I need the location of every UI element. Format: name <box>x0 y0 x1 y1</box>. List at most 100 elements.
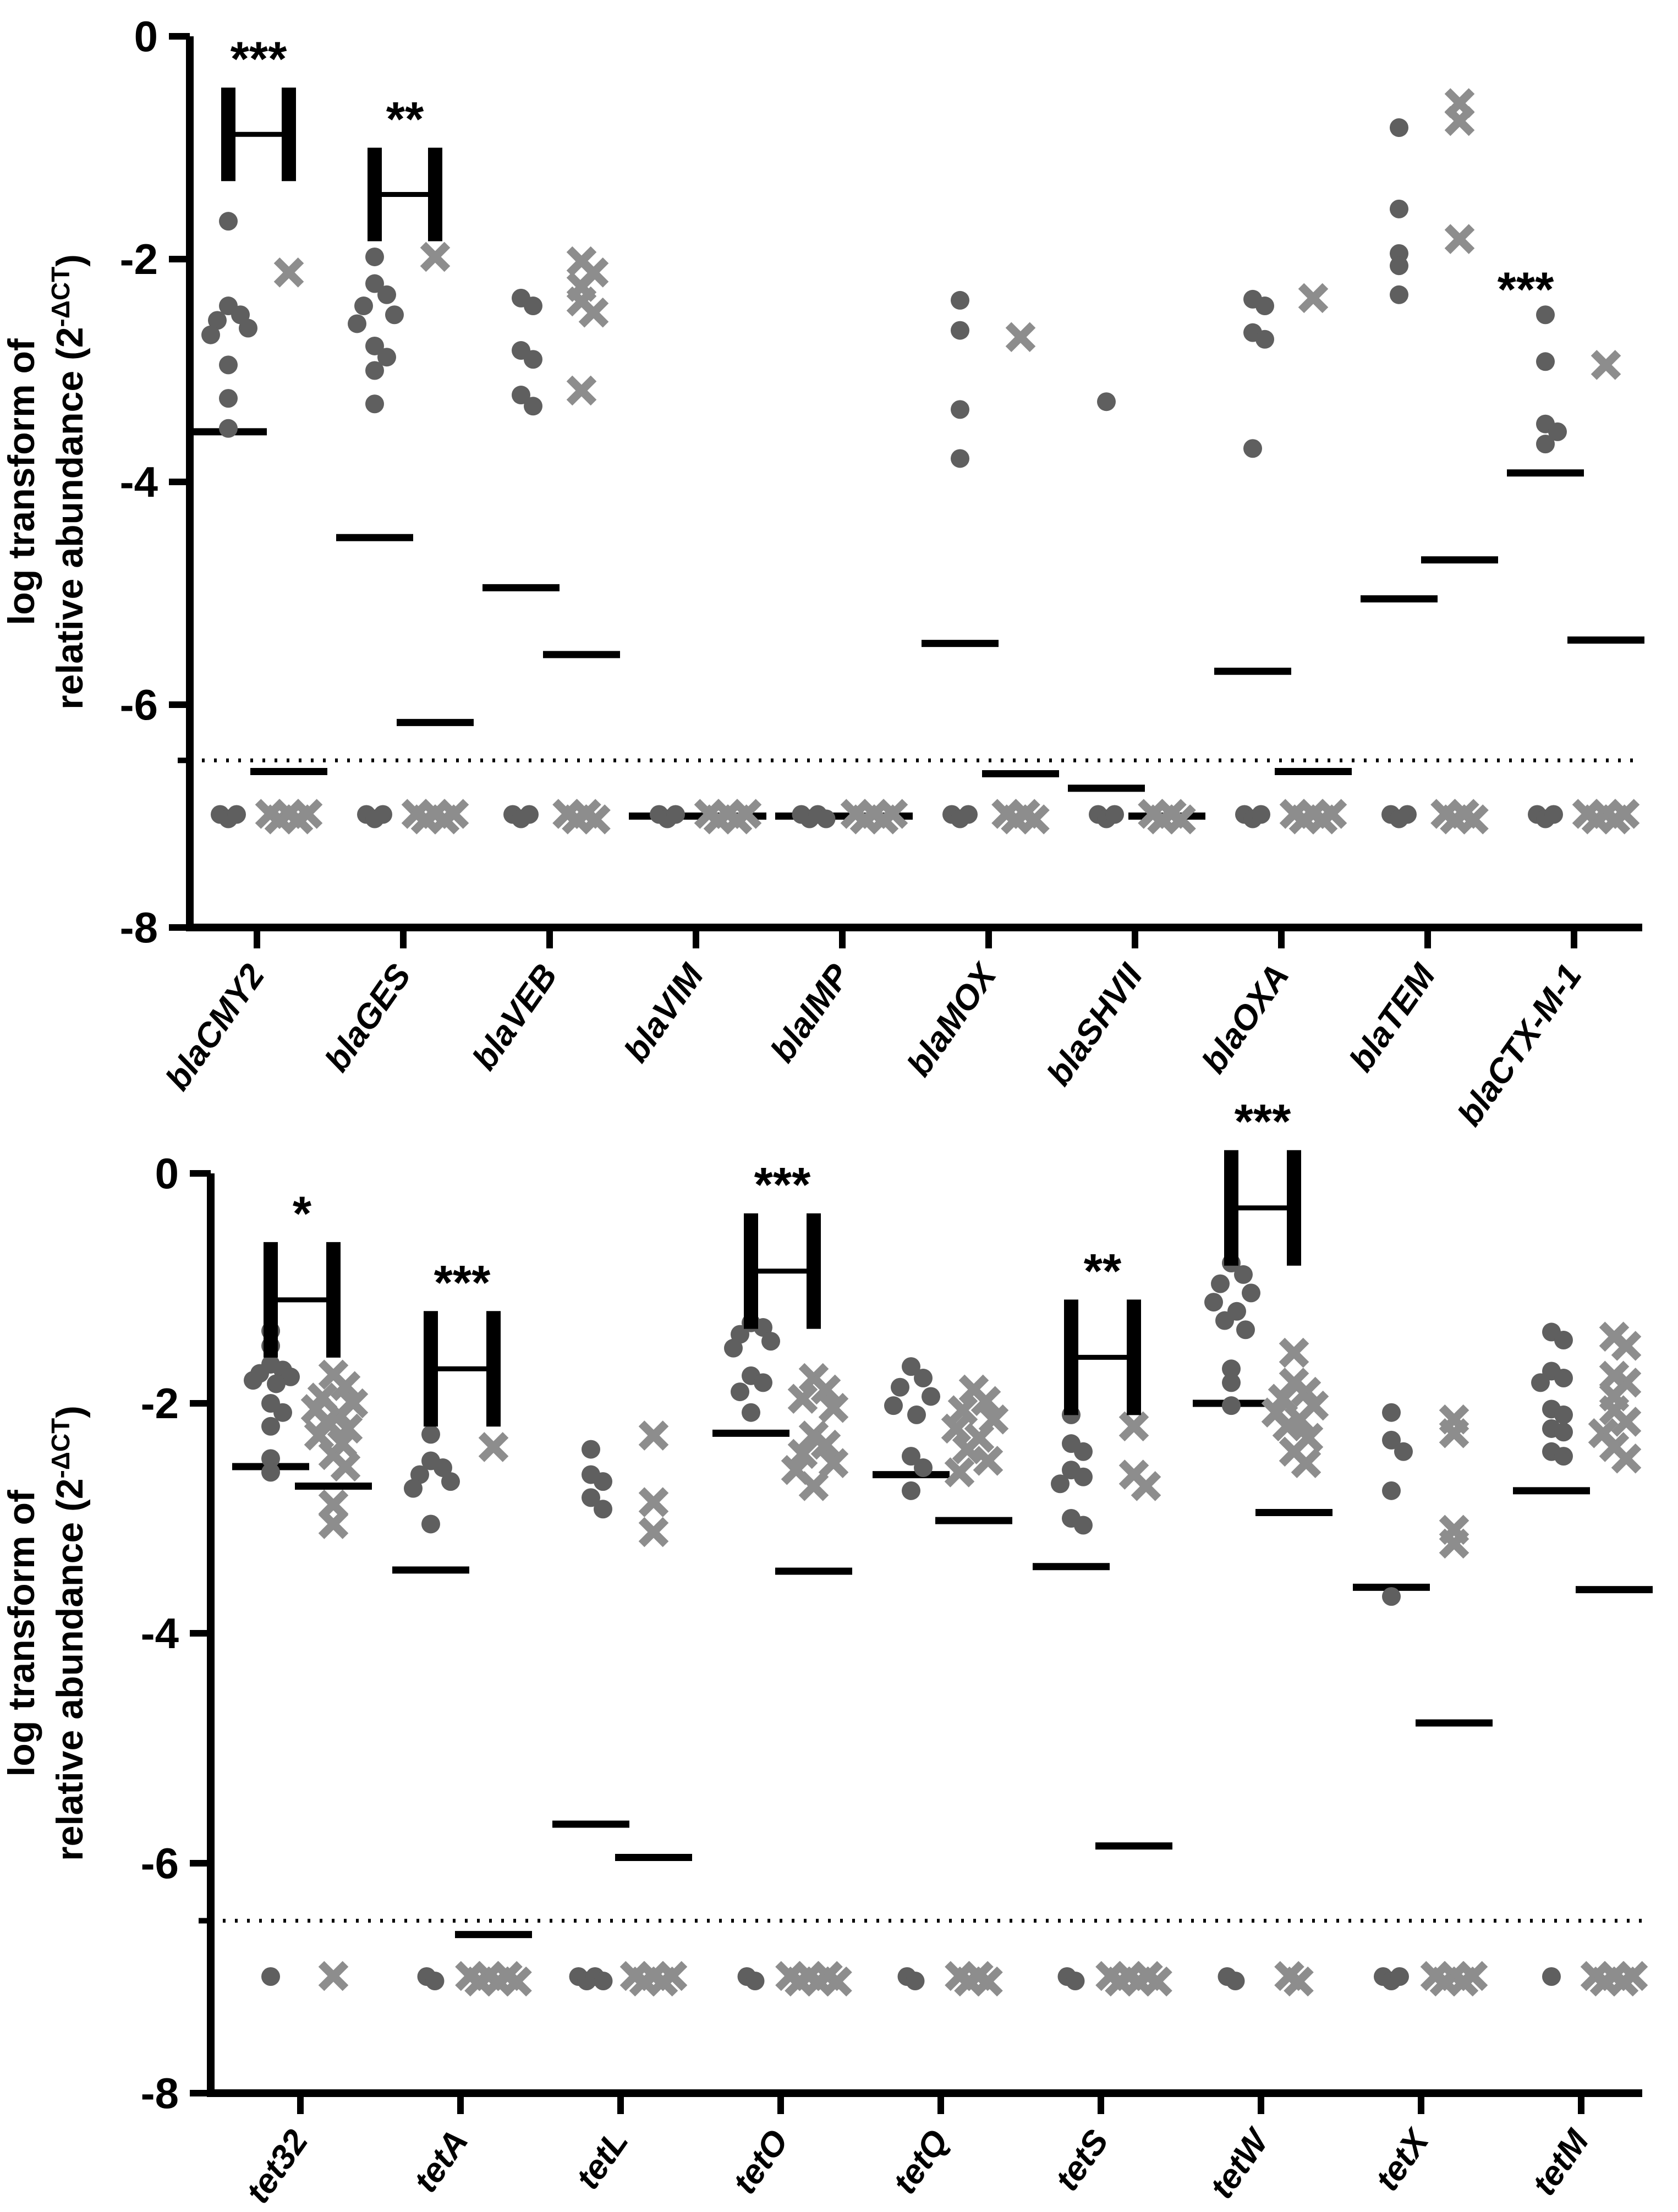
data-point-x <box>1611 1407 1642 1437</box>
data-point-x <box>1611 1443 1642 1474</box>
floor-point-x <box>1019 804 1050 835</box>
data-point-circle <box>1204 1293 1223 1312</box>
data-point-x <box>1611 1331 1642 1361</box>
data-point-circle <box>902 1357 920 1376</box>
data-point-x <box>970 1386 1001 1417</box>
floor-point-x <box>1317 799 1347 829</box>
x-category-label: blaGES <box>317 957 418 1078</box>
data-point-circle <box>1222 1396 1241 1415</box>
x-category-label: blaVEB <box>465 957 564 1077</box>
data-point-circle <box>267 1374 286 1393</box>
data-point-circle <box>951 321 969 340</box>
y-tick-label: -8 <box>120 903 158 952</box>
floor-point-circle <box>906 1972 925 1990</box>
significance-stars: *** <box>434 1255 491 1309</box>
data-point-circle <box>365 247 384 266</box>
significance-stars: ** <box>386 92 424 146</box>
data-point-circle <box>754 1373 772 1392</box>
x-category-label: blaTEM <box>1342 957 1444 1078</box>
x-category-label: blaOXA <box>1195 957 1297 1080</box>
data-point-x <box>638 1517 669 1547</box>
x-category-label: blaSHVII <box>1040 957 1151 1093</box>
data-point-circle <box>244 1371 262 1390</box>
floor-point-circle <box>594 1972 613 1990</box>
data-point-circle <box>914 1369 933 1388</box>
data-point-x <box>818 1448 849 1478</box>
floor-point-circle <box>666 805 685 824</box>
floor-point-x <box>1457 1961 1488 1991</box>
data-point-circle <box>1255 297 1274 316</box>
data-point-circle <box>594 1472 612 1491</box>
data-point-circle <box>524 397 542 416</box>
data-point-circle <box>281 1367 300 1386</box>
data-point-circle <box>348 314 366 333</box>
data-point-circle <box>421 1514 440 1534</box>
floor-point-circle <box>227 805 246 824</box>
y-tick-label: -2 <box>141 1379 179 1428</box>
data-point-circle <box>1074 1442 1093 1461</box>
data-point-circle <box>1536 435 1555 454</box>
y-tick-label: -2 <box>120 235 158 283</box>
data-point-x <box>330 1371 361 1401</box>
data-point-circle <box>219 355 238 375</box>
data-point-circle <box>1554 1331 1573 1350</box>
data-point-circle <box>1051 1474 1070 1494</box>
data-point-circle <box>365 336 384 355</box>
x-category-label: blaCMY2 <box>158 957 272 1097</box>
data-point-x <box>798 1471 829 1501</box>
data-point-circle <box>1548 422 1567 441</box>
y-tick-label: -6 <box>120 680 158 729</box>
data-point-circle <box>922 1387 940 1406</box>
significance-stars: *** <box>1235 1094 1291 1149</box>
floor-point-circle <box>816 809 836 828</box>
data-point-circle <box>524 350 542 369</box>
data-point-circle <box>219 389 238 408</box>
floor-point-x <box>878 799 908 829</box>
floor-point-x <box>1284 1966 1314 1997</box>
x-category-label: tetW <box>1203 2121 1277 2205</box>
data-point-circle <box>261 1463 280 1482</box>
x-category-label: tetS <box>1048 2123 1116 2198</box>
x-category-label: tet32 <box>239 2123 316 2210</box>
data-point-circle <box>1243 439 1262 458</box>
data-point-x <box>1118 1411 1149 1442</box>
data-point-circle <box>1222 1373 1241 1392</box>
floor-point-x <box>1617 1961 1648 1991</box>
floor-point-circle <box>959 805 978 824</box>
data-point-x <box>1272 1411 1303 1442</box>
data-point-x <box>420 241 451 272</box>
data-point-circle <box>902 1481 920 1500</box>
x-category-label: tetX <box>1368 2121 1438 2198</box>
floor-point-circle <box>1398 805 1417 824</box>
data-point-x <box>787 1384 818 1414</box>
data-point-x <box>947 1395 978 1425</box>
data-point-x <box>1291 1448 1321 1478</box>
data-point-x <box>941 1413 972 1444</box>
floor-point-circle <box>1066 1972 1085 1990</box>
floor-point-circle <box>520 805 539 824</box>
data-point-circle <box>724 1338 743 1358</box>
data-point-x <box>1439 1418 1469 1448</box>
floor-point-circle <box>1226 1972 1245 1990</box>
floor-point-x <box>438 799 469 829</box>
data-point-x <box>1444 106 1475 136</box>
data-point-circle <box>1236 1320 1255 1340</box>
data-point-circle <box>434 1458 452 1478</box>
data-point-circle <box>273 1403 292 1422</box>
floor-point-x <box>657 1961 688 1991</box>
x-category-label: tetO <box>726 2123 796 2200</box>
data-point-circle <box>1242 1283 1260 1303</box>
data-point-x <box>952 1434 983 1464</box>
floor-point-circle <box>374 805 392 824</box>
x-category-label: blaMOX <box>900 956 1005 1083</box>
significance-stars: ** <box>1084 1243 1122 1298</box>
data-point-circle <box>219 212 238 231</box>
data-point-x <box>330 1451 361 1482</box>
data-point-circle <box>1554 1369 1573 1388</box>
data-point-circle <box>1554 1405 1573 1424</box>
data-point-circle <box>731 1382 749 1402</box>
floor-point-x <box>1142 1966 1172 1997</box>
x-category-label: tetA <box>407 2123 476 2199</box>
y-axis-label-line2: relative abundance (2-ΔCT) <box>46 1406 91 1861</box>
